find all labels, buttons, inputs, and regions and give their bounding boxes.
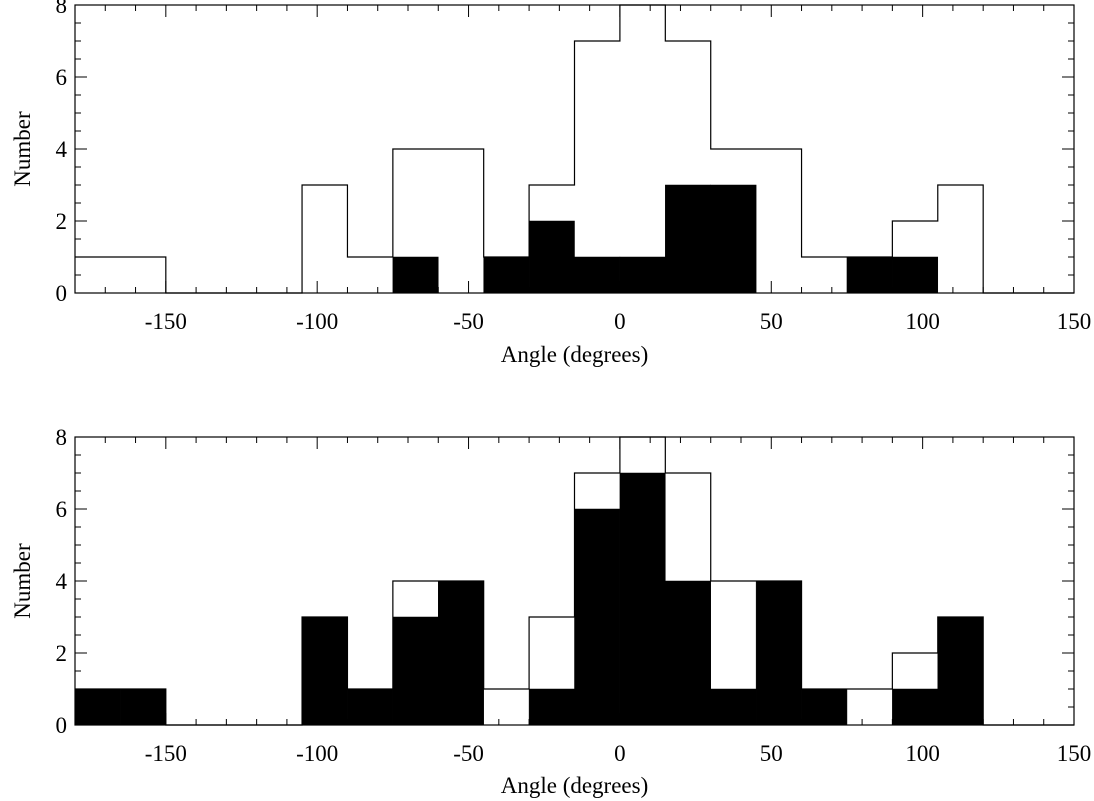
histogram-bar-filled: [392, 256, 439, 294]
y-tick-label: 0: [56, 713, 68, 738]
y-tick-label: 8: [56, 0, 68, 18]
y-tick-label: 4: [56, 137, 68, 162]
x-tick-label: -100: [296, 741, 338, 766]
histogram-bar-filled: [301, 616, 348, 726]
y-axis-title: Number: [10, 111, 35, 187]
histogram-bar-filled: [438, 580, 484, 726]
x-tick-label: -150: [145, 741, 187, 766]
histogram-bar-filled: [120, 688, 167, 726]
y-tick-label: 2: [56, 641, 68, 666]
histogram-bar-filled: [619, 472, 666, 726]
y-tick-label: 6: [56, 497, 68, 522]
y-tick-label: 8: [56, 425, 68, 450]
histogram-bar-filled: [392, 616, 439, 726]
histogram-bar-filled: [892, 688, 939, 726]
x-tick-label: 50: [760, 309, 783, 334]
histogram-bar-filled: [74, 688, 121, 726]
x-tick-label: 100: [905, 741, 940, 766]
histogram-bar-filled: [892, 256, 939, 294]
x-tick-label: 0: [614, 309, 626, 334]
histogram-bar-filled: [483, 256, 530, 294]
top-histogram-panel: -150 -100 -50 0 50 100 150 0 2 4 6 8 Angle (degrees)…: [10, 0, 1091, 367]
y-tick-label: 0: [56, 281, 68, 306]
histogram-bar-filled: [574, 508, 621, 726]
x-tick-label: -50: [453, 741, 484, 766]
x-axis-title: Angle (degrees): [501, 773, 649, 798]
y-tick-label: 6: [56, 65, 68, 90]
x-tick-label: 150: [1057, 741, 1092, 766]
histogram-bar-filled: [665, 580, 711, 726]
x-tick-label: -150: [145, 309, 187, 334]
x-tick-label: -100: [296, 309, 338, 334]
histogram-bar-filled: [528, 688, 575, 726]
histogram-bar-filled: [846, 256, 893, 294]
histogram-bar-filled: [574, 256, 621, 294]
y-tick-label: 2: [56, 209, 68, 234]
x-axis-title: Angle (degrees): [501, 342, 649, 367]
histogram-bar-filled: [937, 616, 984, 726]
x-tick-label: 50: [760, 741, 783, 766]
histogram-bar-filled: [710, 184, 757, 294]
histogram-bar-filled: [528, 220, 575, 294]
y-tick-label: 4: [56, 569, 68, 594]
y-axis-title: Number: [10, 543, 35, 619]
histogram-bar-filled: [619, 256, 666, 294]
x-tick-label: 0: [614, 741, 626, 766]
histogram-bar-filled: [801, 688, 848, 726]
bottom-histogram-panel: -150 -100 -50 0 50 100 150 0 2 4 6 8 Angle (degrees)…: [10, 425, 1091, 798]
x-tick-label: 150: [1057, 309, 1092, 334]
histogram-bar-filled: [347, 688, 394, 726]
x-tick-label: -50: [453, 309, 484, 334]
histogram-bar-filled: [755, 580, 802, 726]
x-tick-label: 100: [905, 309, 940, 334]
histogram-bar-filled: [710, 688, 757, 726]
histogram-bar-filled: [665, 184, 711, 294]
